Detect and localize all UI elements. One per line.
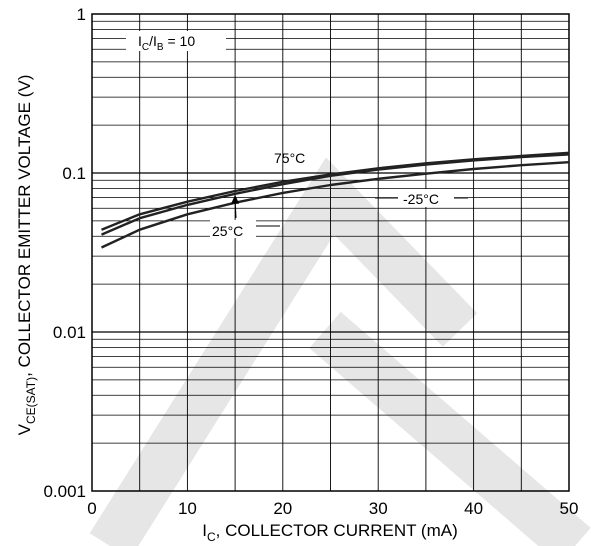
y-tick-label: 1 bbox=[77, 5, 86, 24]
y-tick-label: 0.001 bbox=[43, 482, 86, 501]
watermark-logo bbox=[89, 157, 591, 546]
series-layer bbox=[100, 151, 570, 249]
arrow-head-icon bbox=[231, 194, 240, 204]
y-tick-labels: 0.001 0.01 0.1 1 bbox=[43, 5, 86, 501]
series-line-1 bbox=[101, 153, 570, 236]
grid bbox=[92, 14, 569, 491]
series-label-75c: 75°C bbox=[274, 150, 305, 166]
watermark-stroke-b bbox=[309, 311, 591, 546]
x-tick-label: 30 bbox=[369, 499, 388, 518]
plot-frame bbox=[91, 13, 570, 492]
condition-label: IC/IB = 10 bbox=[138, 33, 195, 53]
x-tick-label: 50 bbox=[560, 499, 579, 518]
y-tick-label: 0.1 bbox=[62, 164, 86, 183]
series-label-m25c: -25°C bbox=[403, 191, 439, 207]
y-tick-label: 0.01 bbox=[53, 323, 86, 342]
y-axis-label: VCE(SAT), COLLECTOR EMITTER VOLTAGE (V) bbox=[15, 75, 38, 436]
label-bg-25c bbox=[210, 220, 256, 238]
condition-label-box: IC/IB = 10 bbox=[126, 31, 226, 53]
series-line-2 bbox=[100, 161, 570, 249]
x-tick-labels: 0 10 20 30 40 50 bbox=[87, 499, 578, 518]
x-axis-label: IC, COLLECTOR CURRENT (mA) bbox=[202, 521, 458, 544]
label-bg-m25c bbox=[398, 189, 454, 207]
x-tick-label: 40 bbox=[464, 499, 483, 518]
annotations: 75°C 25°C -25°C bbox=[210, 150, 468, 239]
series-label-25c: 25°C bbox=[212, 223, 243, 239]
x-tick-label: 10 bbox=[178, 499, 197, 518]
x-tick-label: 20 bbox=[273, 499, 292, 518]
watermark-stroke-a bbox=[89, 157, 478, 546]
x-tick-label: 0 bbox=[87, 499, 96, 518]
